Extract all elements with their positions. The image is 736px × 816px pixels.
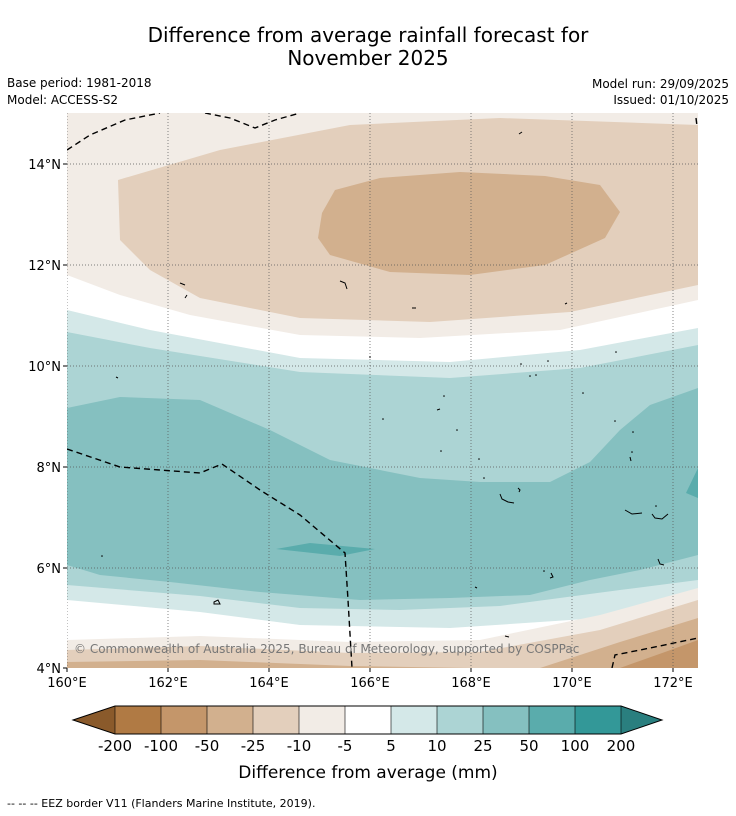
x-tick-label: 164°E [249,676,289,691]
map-contours: © Commonwealth of Australia 2025, Bureau… [67,113,698,668]
axis-ticks [63,163,674,672]
contour-wet-50-patch-west [276,543,375,556]
colorbar-bin [253,706,299,734]
model-name: Model: ACCESS-S2 [7,93,119,107]
map-gridlines [67,113,698,668]
colorbar-tick-label: -10 [287,737,312,755]
y-tick-label: 4°N [37,662,62,677]
colorbar-bin [115,706,161,734]
chart-title-line2: November 2025 [287,46,449,70]
colorbar-bin [207,706,253,734]
colorbar-below-min-arrow [73,706,115,734]
model-run: Model run: 29/09/2025 [591,77,729,91]
colorbar-tick-label: -200 [98,737,132,755]
colorbar-tick-label: 25 [473,737,492,755]
x-tick-label: 166°E [350,676,390,691]
x-tick-label: 172°E [653,676,693,691]
colorbar-tick-label: 100 [561,737,590,755]
colorbar-tick-label: 50 [519,737,538,755]
y-tick-label: 14°N [28,158,61,173]
colorbar-tick-label: 10 [427,737,446,755]
issued-date: Issued: 01/10/2025 [613,93,729,107]
colorbar-bin [483,706,529,734]
y-tick-label: 6°N [37,562,62,577]
colorbar-bin [299,706,345,734]
colorbar-tick-label: -50 [195,737,220,755]
islands [115,131,669,638]
colorbar-bin [391,706,437,734]
colorbar-tick-label: -5 [338,737,353,755]
colorbar-bin [161,706,207,734]
colorbar-label: Difference from average (mm) [238,763,497,783]
colorbar-bin [345,706,391,734]
colorbar-above-max-arrow [621,706,662,734]
contour-south-dry-50 [620,640,698,668]
contour-wet-25 [67,388,698,600]
copyright-note: © Commonwealth of Australia 2025, Bureau… [74,642,579,656]
colorbar-tick-label: 200 [607,737,636,755]
base-period: Base period: 1981-2018 [7,76,152,90]
colorbar-bin [575,706,621,734]
island-dots [101,351,657,572]
eez-legend-note: -- -- -- EEZ border V11 (Flanders Marine… [7,797,316,810]
y-tick-label: 10°N [28,360,61,375]
x-tick-label: 170°E [552,676,592,691]
colorbar-bin [437,706,483,734]
y-tick-label: 12°N [28,259,61,274]
contour-south-dry-10 [67,600,698,668]
contour-dry-25 [318,172,620,275]
eez-borders [67,113,698,668]
colorbar [71,705,664,735]
contour-wet-50-patch-east [686,468,698,498]
x-tick-label: 162°E [148,676,188,691]
x-tick-label: 168°E [451,676,491,691]
x-tick-label: 160°E [47,676,87,691]
colorbar-tick-label: 5 [386,737,396,755]
colorbar-tick-label: -100 [144,737,178,755]
chart-title-line1: Difference from average rainfall forecas… [147,23,589,47]
y-tick-label: 8°N [37,461,62,476]
colorbar-tick-label: -25 [241,737,266,755]
colorbar-bin [529,706,575,734]
